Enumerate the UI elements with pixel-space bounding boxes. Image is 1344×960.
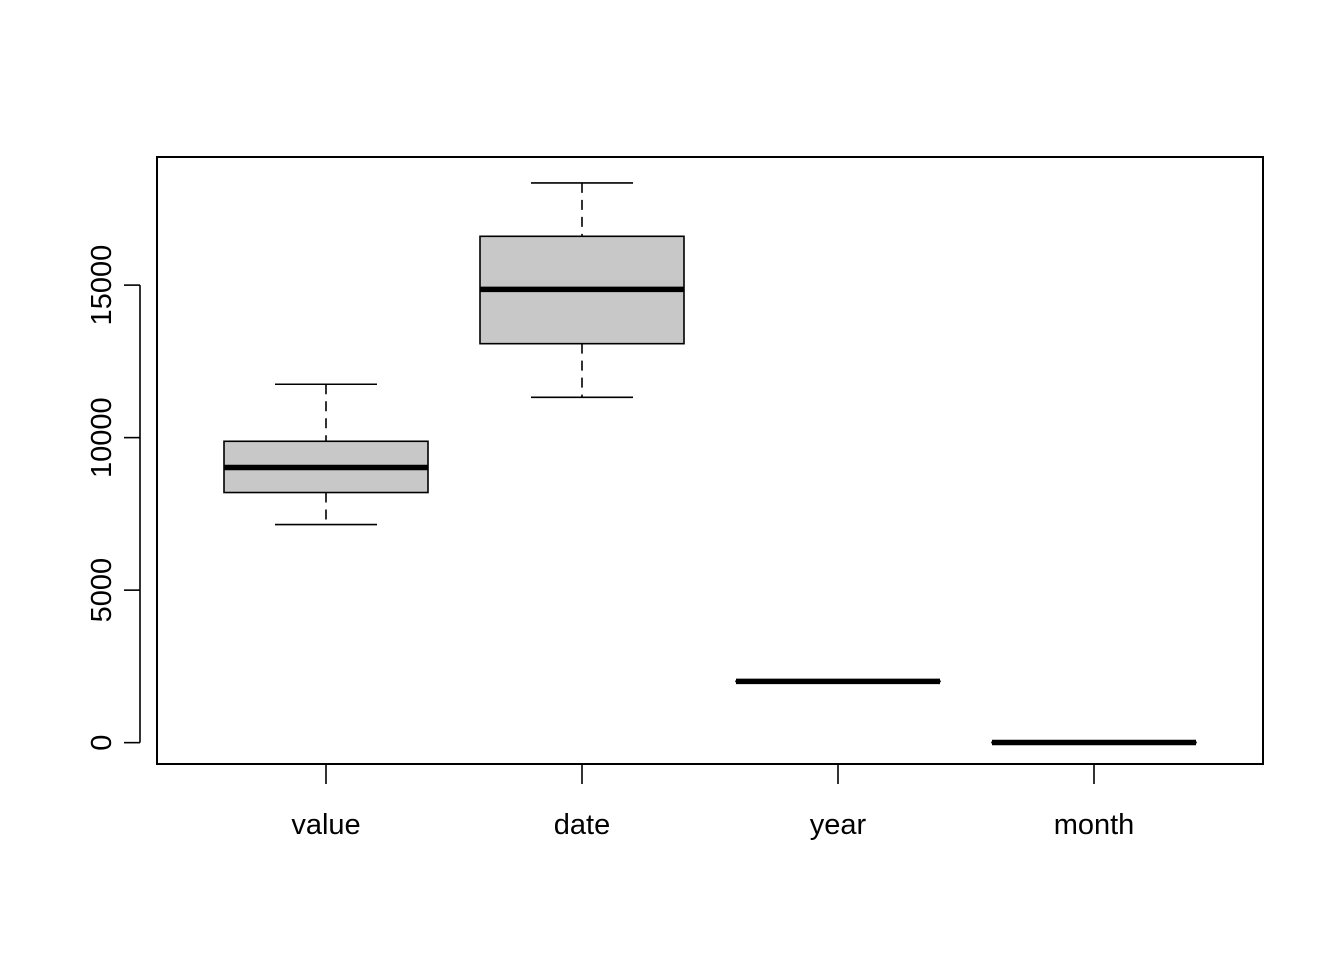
y-tick-label: 15000 (86, 245, 118, 326)
x-tick-label: year (810, 809, 867, 841)
y-tick-label: 5000 (86, 558, 118, 623)
boxes (223, 182, 1197, 746)
x-axis: value date year month (291, 764, 1134, 841)
y-tick-label: 10000 (86, 397, 118, 478)
box-value (223, 383, 429, 526)
x-tick-label: date (554, 809, 610, 841)
box-date (479, 182, 685, 399)
x-tick-label: month (1054, 809, 1135, 841)
y-tick-label: 0 (86, 735, 118, 751)
plot-frame (156, 156, 1264, 765)
y-axis: 0 5000 10000 15000 (86, 245, 141, 751)
x-tick-label: value (291, 809, 360, 841)
